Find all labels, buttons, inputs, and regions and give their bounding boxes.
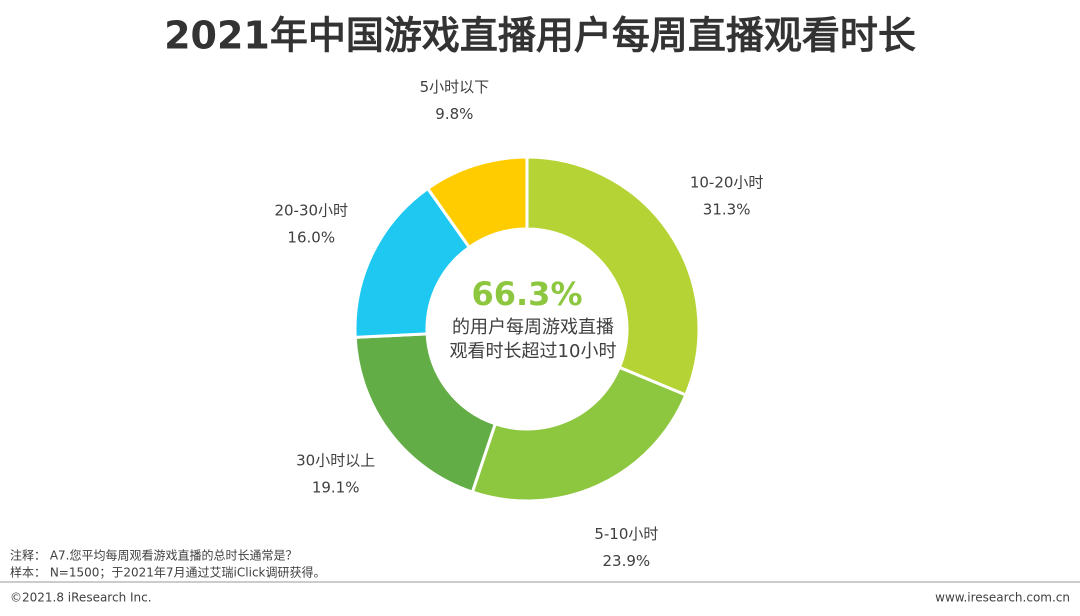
value-label: 31.3% [703,200,751,218]
donut-slice [470,365,688,503]
note: 注释： A7.您平均每周观看游戏直播的总时长通常是？ [10,548,297,563]
footer-left: ©2021.8 iResearch Inc. [10,591,152,605]
value-label: 19.1% [312,478,360,496]
value-label: 9.8% [435,105,473,123]
note: 样本： N=1500；于2021年7月通过艾瑞iClick调研获得。 [10,565,326,580]
donut-slice [425,155,529,250]
donut-slice [525,155,701,397]
chart-title: 2021年中国游戏直播用户每周直播观看时长 [164,14,916,58]
value-label: 16.0% [287,228,335,246]
center-highlight: 66.3% [471,275,582,313]
slice-label: 5小时以下 [420,78,490,96]
footer-right: www.iresearch.com.cn [935,591,1070,605]
slice-label: 10-20小时 [690,173,764,191]
slice-label: 5-10小时 [594,525,658,543]
value-label: 23.9% [603,552,651,570]
center-text: 的用户每周游戏直播 [452,317,614,338]
slice-label: 30小时以上 [296,451,375,469]
center-text: 观看时长超过10小时 [450,341,617,362]
slice-label: 20-30小时 [274,201,348,219]
